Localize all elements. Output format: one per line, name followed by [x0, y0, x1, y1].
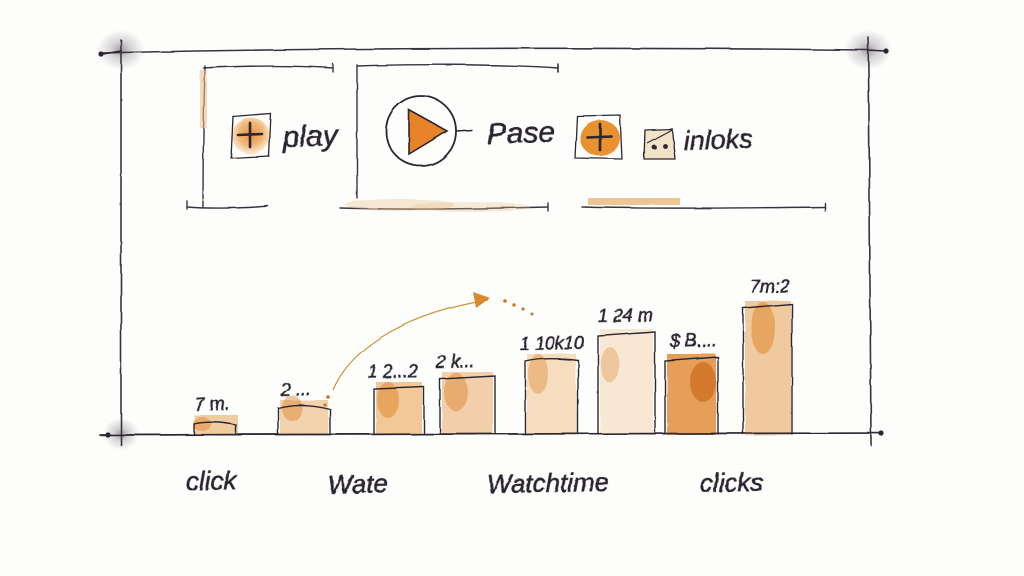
svg-text:2 ...: 2 ...	[279, 379, 311, 400]
svg-text:7m:2: 7m:2	[750, 276, 790, 297]
svg-text:1 24 m: 1 24 m	[598, 305, 653, 326]
svg-text:Wate: Wate	[327, 468, 388, 500]
svg-text:1 2...2: 1 2...2	[368, 361, 418, 382]
svg-text:2 k...: 2 k...	[435, 351, 475, 372]
svg-text:click: click	[186, 465, 239, 496]
svg-text:Watchtime: Watchtime	[487, 467, 610, 499]
svg-text:Pase: Pase	[486, 116, 556, 151]
svg-text:clicks: clicks	[700, 467, 764, 498]
svg-text:7 m.: 7 m.	[194, 393, 230, 415]
svg-text:1 10k10: 1 10k10	[520, 333, 584, 354]
svg-text:play: play	[281, 119, 340, 154]
svg-text:inloks: inloks	[683, 124, 753, 156]
svg-text:$ B....: $ B....	[669, 330, 717, 351]
